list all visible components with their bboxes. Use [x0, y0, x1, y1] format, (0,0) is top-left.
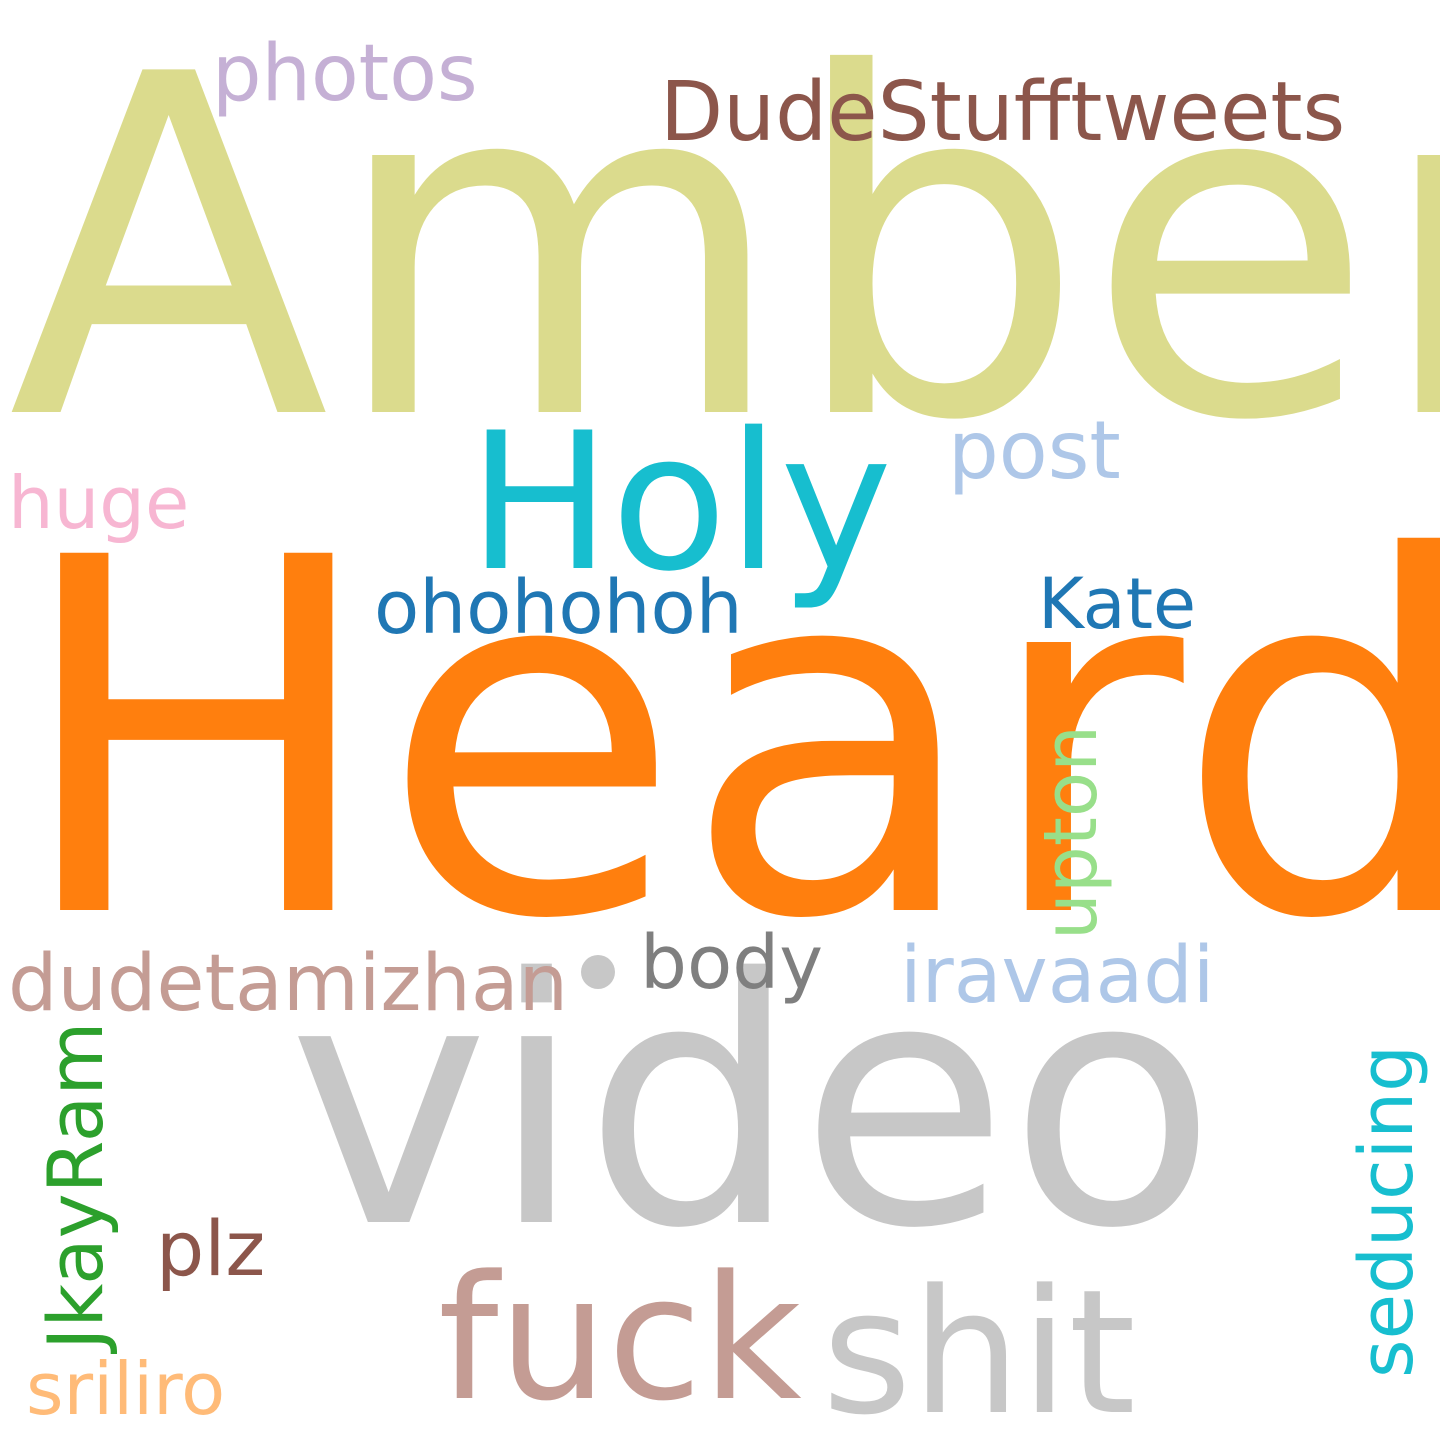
word-dudestufftweets: DudeStufftweets: [660, 65, 1345, 160]
word-upton: upton: [1028, 725, 1114, 940]
word-fuck: fuck: [438, 1238, 802, 1439]
word-sriliro: sriliro: [26, 1347, 225, 1431]
dot-mark: [581, 955, 615, 989]
word-dudetamizhan: dudetamizhan: [8, 939, 568, 1029]
word-seducing: seducing: [1344, 1045, 1430, 1378]
word-holy: Holy: [468, 392, 892, 613]
word-amber: Amber: [8, 0, 1440, 523]
word-body: body: [640, 920, 823, 1006]
word-kate: Kate: [1038, 563, 1196, 645]
word-heard: Heard: [12, 455, 1440, 1026]
word-jkayram: JkayRam: [31, 1022, 120, 1354]
word-shit: shit: [822, 1252, 1136, 1440]
word-photos: photos: [212, 29, 478, 119]
word-video: video: [288, 907, 1217, 1303]
word-post: post: [948, 404, 1121, 497]
word-iravaadi: iravaadi: [900, 931, 1214, 1021]
word-plz: plz: [156, 1204, 265, 1293]
word-huge: huge: [8, 461, 189, 545]
word-ohohohoh: ohohohoh: [374, 565, 743, 651]
